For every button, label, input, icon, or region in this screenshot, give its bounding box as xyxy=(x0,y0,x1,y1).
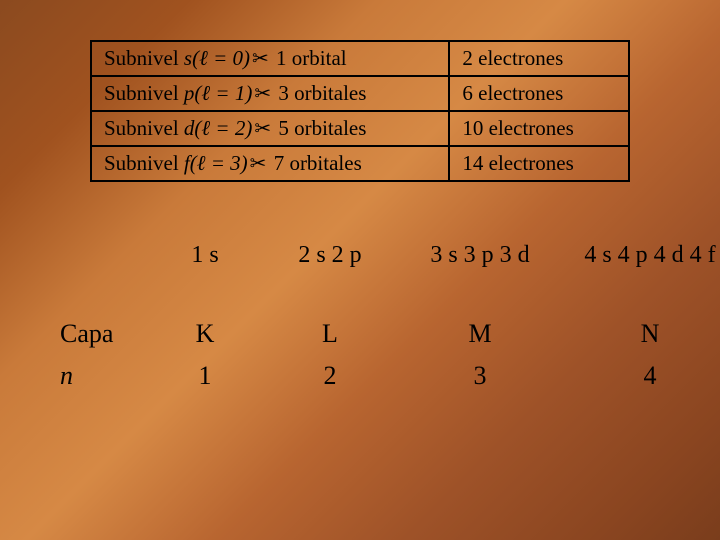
shell-letter-3: M xyxy=(400,319,560,349)
orbitals-col-1: 1 s xyxy=(150,242,260,269)
sublevel-letter: p xyxy=(184,81,195,105)
sublevel-cell: Subnivel d(ℓ = 2)✂ 5 orbitales xyxy=(91,111,449,146)
electrons-cell: 10 electrones xyxy=(449,111,629,146)
sublevel-prefix: Subnivel xyxy=(104,151,184,175)
shells-grid: Capa K L M N n 1 2 3 4 xyxy=(50,319,670,391)
sublevel-paren: (ℓ = 1) xyxy=(194,81,252,105)
orbitals-col-4: 4 s 4 p 4 d 4 f xyxy=(560,242,720,269)
sublevel-prefix: Subnivel xyxy=(104,81,184,105)
sublevel-paren: (ℓ = 3) xyxy=(190,151,248,175)
sublevel-table: Subnivel s(ℓ = 0)✂ 1 orbital 2 electrone… xyxy=(90,40,630,182)
sublevel-letter: d xyxy=(184,116,195,140)
scissors-icon: ✂ xyxy=(248,153,269,175)
orbitals-col-2: 2 s 2 p xyxy=(260,242,400,269)
shell-number-3: 3 xyxy=(400,361,560,391)
spacer xyxy=(50,242,150,269)
shell-number-2: 2 xyxy=(260,361,400,391)
shell-letter-2: L xyxy=(260,319,400,349)
sublevel-letter: s xyxy=(184,46,192,70)
electrons-cell: 2 electrones xyxy=(449,41,629,76)
sublevel-prefix: Subnivel xyxy=(104,46,184,70)
shell-letter-1: K xyxy=(150,319,260,349)
electrons-cell: 6 electrones xyxy=(449,76,629,111)
sublevel-cell: Subnivel p(ℓ = 1)✂ 3 orbitales xyxy=(91,76,449,111)
label-capa: Capa xyxy=(50,319,150,349)
slide-container: Subnivel s(ℓ = 0)✂ 1 orbital 2 electrone… xyxy=(0,0,720,540)
orbital-count: 1 orbital xyxy=(271,46,347,70)
label-n: n xyxy=(50,361,150,391)
table-row: Subnivel d(ℓ = 2)✂ 5 orbitales 10 electr… xyxy=(91,111,629,146)
table-row: Subnivel p(ℓ = 1)✂ 3 orbitales 6 electro… xyxy=(91,76,629,111)
shell-number-4: 4 xyxy=(560,361,720,391)
shell-number-1: 1 xyxy=(150,361,260,391)
shell-letter-4: N xyxy=(560,319,720,349)
scissors-icon: ✂ xyxy=(250,48,271,70)
sublevel-prefix: Subnivel xyxy=(104,116,184,140)
orbital-count: 7 orbitales xyxy=(268,151,361,175)
scissors-icon: ✂ xyxy=(252,118,273,140)
sublevel-paren: (ℓ = 0) xyxy=(192,46,250,70)
table-row: Subnivel s(ℓ = 0)✂ 1 orbital 2 electrone… xyxy=(91,41,629,76)
orbitals-header-row: 1 s 2 s 2 p 3 s 3 p 3 d 4 s 4 p 4 d 4 f xyxy=(50,242,670,269)
orbital-count: 3 orbitales xyxy=(273,81,366,105)
scissors-icon: ✂ xyxy=(252,83,273,105)
orbital-count: 5 orbitales xyxy=(273,116,366,140)
sublevel-paren: (ℓ = 2) xyxy=(194,116,252,140)
table-row: Subnivel f(ℓ = 3)✂ 7 orbitales 14 electr… xyxy=(91,146,629,181)
sublevel-cell: Subnivel s(ℓ = 0)✂ 1 orbital xyxy=(91,41,449,76)
sublevel-cell: Subnivel f(ℓ = 3)✂ 7 orbitales xyxy=(91,146,449,181)
orbitals-col-3: 3 s 3 p 3 d xyxy=(400,242,560,269)
electrons-cell: 14 electrones xyxy=(449,146,629,181)
